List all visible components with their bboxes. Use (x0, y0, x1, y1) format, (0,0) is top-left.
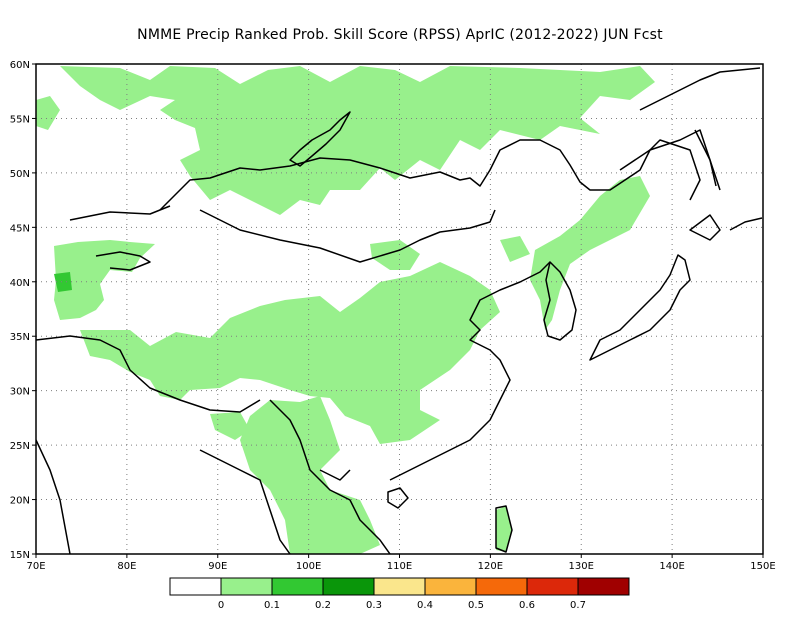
colorbar-swatch (169, 577, 222, 596)
skill-region-indochina (210, 412, 250, 440)
lat-tick-label: 20N (10, 496, 30, 507)
colorbar-label: 0.6 (519, 600, 535, 611)
skill-region-northeast-china (530, 176, 650, 330)
lat-tick-label: 40N (10, 278, 30, 289)
colorbar-label: 0.5 (468, 600, 484, 611)
colorbar-label: 0.2 (315, 600, 331, 611)
lon-tick-label: 150E (750, 561, 775, 572)
lat-tick-label: 25N (10, 441, 30, 452)
coastlines-borders (36, 67, 763, 554)
colorbar: 0 0.1 0.2 0.3 0.4 0.5 0.6 0.7 (169, 577, 630, 611)
skill-shading-layer (36, 66, 655, 554)
lat-tick-label: 60N (10, 60, 30, 71)
lon-tick-label: 110E (387, 561, 412, 572)
lon-tick-label: 120E (478, 561, 503, 572)
skill-region-tibet-west (80, 262, 500, 444)
colorbar-swatch (373, 577, 426, 596)
colorbar-swatch (475, 577, 528, 596)
lat-tick-label: 30N (10, 387, 30, 398)
skill-region-northwest-kazakhstan (54, 240, 155, 320)
skill-region-west-siberia-north (36, 96, 60, 130)
colorbar-label: 0.1 (264, 600, 280, 611)
lon-tick-label: 100E (296, 561, 321, 572)
colorbar-label: 0.4 (417, 600, 433, 611)
lon-tick-label: 140E (659, 561, 684, 572)
skill-region-taiwan (496, 506, 512, 552)
lat-tick-label: 50N (10, 169, 30, 180)
skill-region-central-china (240, 396, 380, 554)
skill-region-pamir-spot (54, 272, 72, 292)
colorbar-swatch (577, 577, 630, 596)
lon-tick-label: 90E (208, 561, 227, 572)
colorbar-label: 0.3 (366, 600, 382, 611)
lat-tick-label: 45N (10, 223, 30, 234)
lat-tick-label: 15N (10, 550, 30, 561)
skill-region-yunnan-plateau (370, 240, 420, 270)
lon-tick-label: 130E (569, 561, 594, 572)
colorbar-label: 0 (218, 600, 224, 611)
colorbar-swatch (271, 577, 324, 596)
colorbar-swatch (220, 577, 273, 596)
lat-tick-label: 35N (10, 332, 30, 343)
lon-tick-label: 80E (117, 561, 136, 572)
skill-region-mongolia-siberia-band (60, 66, 655, 215)
colorbar-swatch (322, 577, 375, 596)
colorbar-swatch (526, 577, 579, 596)
axis-ticks: 70E 80E 90E 100E 110E 120E 130E 140E 150E 15N 20N 2… (10, 60, 776, 572)
gridlines (36, 64, 763, 554)
skill-region-mongolia-east (500, 236, 530, 262)
lon-tick-label: 70E (26, 561, 45, 572)
colorbar-swatch (424, 577, 477, 596)
colorbar-label: 0.7 (570, 600, 586, 611)
lat-tick-label: 55N (10, 114, 30, 125)
page-title: NMME Precip Ranked Prob. Skill Score (RP… (137, 27, 663, 43)
